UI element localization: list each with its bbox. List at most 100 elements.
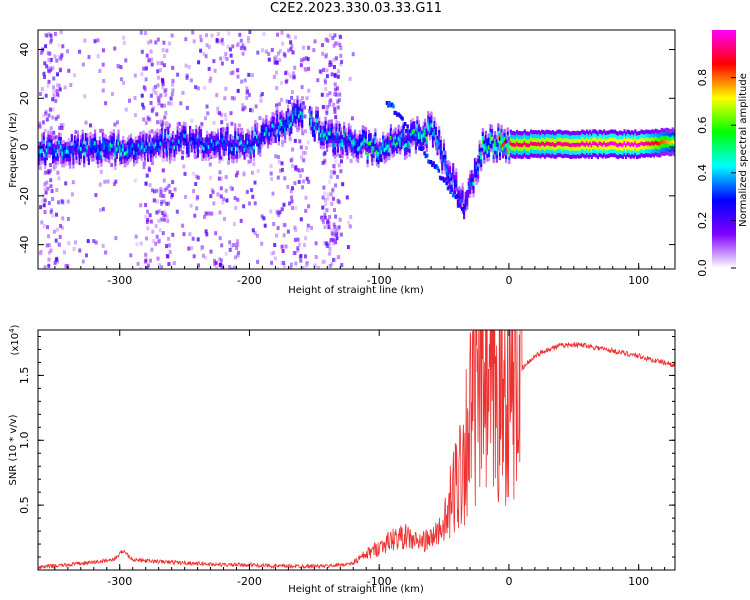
spectrogram-noise-cell (165, 123, 168, 128)
spectrogram-ridge-cell (95, 140, 98, 145)
spectrogram-ridge-cell (59, 133, 62, 137)
spectrogram-ridge-cell (567, 138, 570, 143)
spectrogram-ridge-cell (600, 149, 603, 154)
spectrogram-ridge-cell (673, 152, 675, 157)
spectrogram-ridge-cell (444, 170, 447, 175)
spectrogram-ridge-cell (73, 154, 76, 159)
spectrogram-noise-cell (281, 41, 285, 46)
spectrogram-ridge-cell (207, 141, 210, 146)
spectrogram-ridge-cell (81, 141, 84, 146)
spectrogram-ridge-cell (441, 170, 444, 175)
spectrogram-ridge-cell (421, 130, 424, 135)
spectrogram-ridge-cell (413, 140, 416, 145)
spectrogram-noise-cell (156, 120, 160, 125)
spectrogram-ridge-cell (153, 140, 156, 145)
spectrogram-ridge-cell (319, 137, 322, 141)
spectrogram-ridge-cell (147, 157, 150, 162)
spectrogram-ridge-cell (483, 152, 486, 156)
spectrogram-noise-cell (181, 90, 185, 95)
spectrogram-ridge-cell (184, 126, 187, 131)
spectrogram-ridge-cell (329, 123, 332, 128)
spectrogram-noise-cell (293, 237, 297, 242)
spectrogram-noise-cell (217, 176, 221, 181)
spectrogram-noise-cell (256, 259, 260, 264)
spectrogram-ridge-cell (162, 142, 165, 147)
spectrogram-ridge-cell (84, 148, 87, 153)
spectrogram-ridge-cell (385, 154, 388, 159)
spectrogram-noise-cell (332, 57, 336, 62)
spectrogram-ridge-cell (338, 123, 341, 128)
spectrogram-ridge-cell (143, 148, 147, 153)
spectrogram-ridge-cell (157, 147, 161, 152)
spectrogram-ridge-cell (189, 137, 192, 142)
spectrogram-ridge-cell (326, 128, 329, 133)
spectrogram-noise-cell (38, 121, 41, 126)
spectrogram-ridge-cell (226, 126, 229, 131)
spectrogram-ridge-cell (565, 149, 568, 154)
spectrogram-noise-cell (114, 236, 118, 241)
spectrogram-ridge-cell (327, 127, 330, 132)
spectrogram-noise-cell (328, 215, 332, 219)
spectrogram-ridge-cell (628, 145, 631, 150)
spectrogram-ridge-cell (232, 147, 235, 152)
spectrogram-ridge-cell (190, 140, 193, 145)
spectrogram-ridge-cell (572, 134, 575, 139)
spectrogram-ridge-cell (361, 148, 364, 153)
spectrogram-branch-cell (438, 175, 442, 180)
spectrogram-ridge-cell (584, 131, 587, 136)
spectrogram-ridge-cell (453, 174, 456, 179)
spectrogram-ridge-cell (76, 130, 80, 135)
spectrogram-noise-cell (204, 211, 208, 216)
spectrogram-noise-cell (333, 165, 336, 170)
spectrogram-noise-cell (327, 225, 331, 230)
spectrogram-noise-cell (122, 80, 126, 85)
spectrogram-ridge-cell (427, 126, 430, 131)
spectrogram-ridge-cell (271, 119, 274, 124)
spectrogram-ridge-cell (617, 155, 620, 160)
spectrogram-branch-cell (402, 124, 406, 129)
spectrogram-ridge-cell (631, 138, 634, 142)
spectrogram-ridge-cell (290, 129, 293, 134)
spectrogram-ridge-cell (624, 139, 628, 144)
spectrogram-ridge-cell (444, 158, 447, 163)
spectrogram-noise-cell (141, 102, 145, 107)
spectrogram-ridge-cell (262, 122, 265, 127)
spectrogram-noise-cell (241, 43, 245, 48)
spectrogram-ridge-cell (405, 146, 408, 151)
spectrogram-noise-cell (55, 227, 59, 232)
spectrogram-ridge-cell (203, 150, 206, 155)
spectrogram-ridge-cell (525, 150, 528, 155)
spectrogram-ridge-cell (584, 142, 587, 147)
spectrogram-ridge-cell (159, 149, 162, 154)
spectrogram-ridge-cell (142, 134, 145, 139)
spectrogram-ridge-cell (84, 152, 87, 157)
spectrogram-ridge-cell (375, 154, 378, 159)
spectrogram-noise-cell (179, 101, 183, 106)
spectrogram-ridge-cell (596, 131, 600, 136)
spectrogram-ridge-cell (259, 141, 262, 146)
spectrogram-ridge-cell (545, 133, 548, 138)
spectrogram-ridge-cell (572, 138, 575, 143)
spectrogram-ridge-cell (154, 142, 157, 147)
spectrogram-ridge-cell (226, 130, 229, 135)
spectrogram-ridge-cell (514, 143, 517, 148)
spectrogram-branch-cell (441, 176, 444, 181)
spectrogram-ridge-cell (614, 145, 617, 150)
spectrogram-ridge-cell (628, 134, 631, 138)
spectrogram-noise-cell (157, 218, 161, 223)
spectrogram-ridge-cell (573, 150, 576, 155)
spectrogram-ridge-cell (341, 154, 344, 159)
spectrogram-noise-cell (301, 151, 305, 155)
spectrogram-ridge-cell (416, 127, 419, 132)
spectrogram-ridge-cell (473, 158, 477, 163)
spectrogram-ridge-cell (506, 135, 509, 140)
spectrogram-ridge-cell (371, 150, 374, 154)
spectrogram-ridge-cell (139, 139, 142, 144)
spectrogram-ridge-cell (428, 120, 431, 125)
spectrogram-ridge-cell (385, 134, 388, 139)
spectrogram-ridge-cell (179, 127, 182, 132)
spectrogram-ridge-cell (98, 148, 101, 153)
spectrogram-ridge-cell (550, 142, 553, 147)
spectrogram-ridge-cell (548, 130, 551, 135)
spectrogram-ridge-cell (455, 187, 458, 192)
